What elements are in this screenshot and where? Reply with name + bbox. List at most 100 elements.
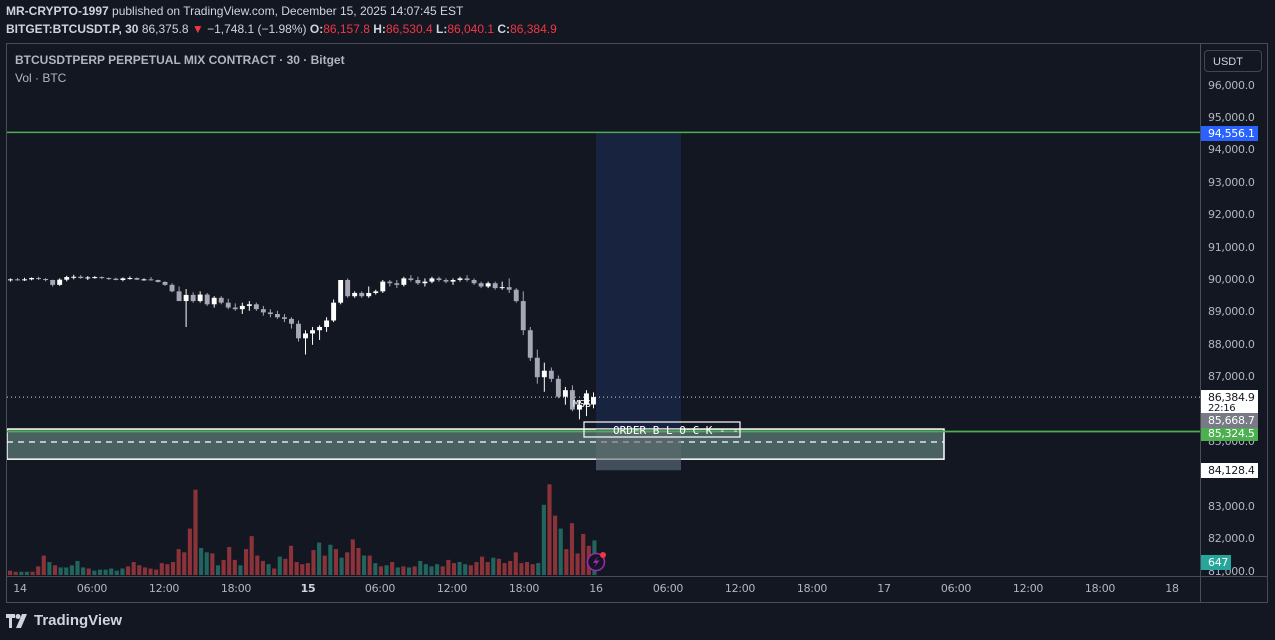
time-tick: 06:00 (364, 582, 396, 595)
time-tick: 12:00 (436, 582, 468, 595)
price-tick: 90,000.0 (1208, 273, 1255, 286)
volume-bar (345, 552, 350, 575)
volume-bar (480, 556, 485, 575)
volume-bar (120, 568, 125, 575)
candle-body (338, 280, 344, 303)
author-name[interactable]: MR-CRYPTO-1997 (6, 4, 109, 18)
volume-bar (47, 562, 52, 575)
candle-body (464, 278, 470, 280)
current-price-label: 86,384.9 (1201, 390, 1258, 405)
volume-bar (193, 489, 198, 575)
candle-body (57, 279, 63, 285)
candle-body (394, 283, 400, 285)
volume-bar (232, 559, 237, 575)
candle-body (548, 370, 554, 379)
lower-level-label: 84,128.4 (1201, 463, 1258, 478)
candle-body (591, 397, 596, 405)
candle-body (71, 276, 77, 278)
volume-bar (536, 563, 541, 575)
time-tick: 12:00 (1012, 582, 1044, 595)
candle-body (211, 297, 217, 305)
target-price-label: 94,556.1 (1201, 126, 1258, 141)
volume-bar (19, 571, 24, 575)
tradingview-logo[interactable]: TradingView (6, 612, 122, 629)
candle-body (373, 291, 379, 293)
high-label: H: (373, 22, 386, 36)
price-tick: 95,000.0 (1208, 111, 1255, 124)
countdown-label: 22:16 (1201, 403, 1258, 415)
volume-bar (210, 553, 215, 575)
candle-body (520, 301, 526, 331)
price-tick: 89,000.0 (1208, 305, 1255, 319)
candle-body (443, 280, 449, 282)
volume-bar (182, 552, 187, 575)
candle-body (584, 393, 589, 405)
volume-bar (328, 544, 333, 575)
brand-name: TradingView (34, 612, 123, 629)
candle-body (197, 294, 203, 302)
candle-body (99, 277, 105, 279)
candle-body (92, 277, 98, 279)
volume-bar (541, 504, 546, 575)
time-axis[interactable] (7, 576, 1200, 603)
volume-bar (114, 570, 119, 575)
grey-level-label: 85,668.7 (1201, 413, 1258, 428)
volume-bar (311, 550, 316, 575)
candle-body (267, 312, 273, 315)
time-tick: 06:00 (940, 582, 972, 595)
volume-bar (176, 549, 181, 575)
candle-body (331, 302, 337, 321)
volume-legend[interactable]: Vol · BTC (15, 71, 67, 85)
candle-body (148, 279, 154, 281)
volume-bar (339, 557, 344, 575)
volume-bar (255, 555, 260, 575)
candle-body (120, 278, 126, 280)
candle-body (408, 278, 414, 280)
price-change: −1,748.1 (−1.98%) (207, 22, 307, 36)
volume-bar (390, 562, 395, 575)
volume-bar (300, 564, 305, 575)
candle-body (471, 280, 477, 284)
volume-bar (558, 528, 563, 575)
price-tick: 83,000.0 (1208, 499, 1255, 513)
candle-body (352, 292, 358, 297)
volume-bar (440, 566, 445, 575)
high-value: 86,530.4 (385, 22, 433, 36)
volume-bar (227, 546, 232, 575)
price-tick: 92,000.0 (1208, 208, 1255, 222)
volume-bar (508, 560, 513, 575)
candle-body (253, 304, 259, 310)
lightning-alert-icon[interactable] (586, 552, 607, 572)
candle-body (134, 278, 140, 280)
price-axis[interactable] (1200, 44, 1268, 576)
volume-bar (356, 548, 361, 575)
candle-body (366, 292, 372, 297)
candle-body (155, 280, 161, 282)
candle-body (232, 307, 238, 310)
candle-body (183, 294, 189, 302)
volume-bar (81, 567, 86, 575)
candle-body (562, 390, 568, 397)
volume-bar (58, 567, 63, 575)
price-chart[interactable]: ORDER B L O C K - - MSS (7, 44, 1200, 576)
volume-bar (384, 565, 389, 575)
volume-bar (24, 571, 29, 575)
volume-bar (8, 570, 13, 575)
candle-body (303, 333, 308, 339)
low-value: 86,040.1 (447, 22, 495, 36)
candle-body (43, 279, 49, 281)
volume-bar (109, 568, 114, 575)
mss-label: MSS (573, 399, 591, 410)
candle-body (317, 326, 323, 331)
series-legend[interactable]: BTCUSDTPERP PERPETUAL MIX CONTRACT · 30 … (15, 53, 345, 67)
currency-button[interactable]: USDT (1204, 50, 1262, 72)
volume-bar (126, 566, 131, 575)
candle-body (176, 291, 182, 302)
axis-corner (1200, 576, 1268, 603)
chart-pane[interactable]: ORDER B L O C K - - MSS (7, 44, 1200, 576)
volume-bar (513, 552, 518, 575)
volume-bar (446, 559, 451, 575)
candle-body (85, 277, 91, 279)
volume-bar (148, 568, 153, 575)
volume-bar (266, 564, 271, 575)
